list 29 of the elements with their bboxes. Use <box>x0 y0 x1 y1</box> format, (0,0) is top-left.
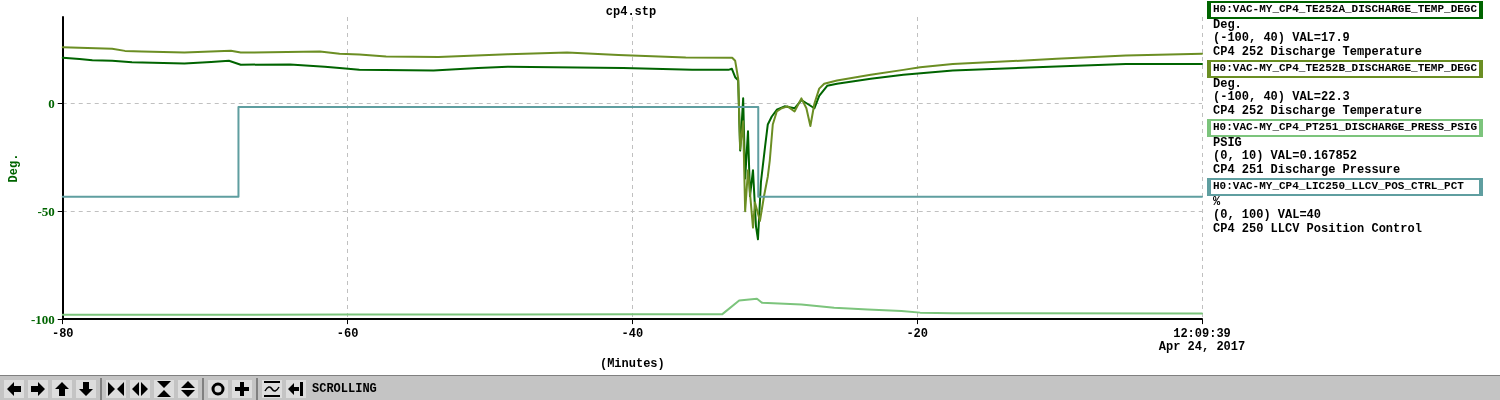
text: CP4 250 LLCV Position Control <box>1212 221 1423 236</box>
y-axis-title: Deg. <box>7 153 21 183</box>
text: Deg. <box>1212 76 1243 91</box>
series-label: H0:VAC-MY_CP4_LIC250_LLCV_POS_CTRL_PCT <box>1207 178 1483 196</box>
x-tick-label: -20 <box>906 326 928 341</box>
chart-title: cp4.stp <box>605 5 657 19</box>
x-tick-label: -60 <box>336 326 359 341</box>
text: (-100, 40) VAL=17.9 <box>1212 31 1351 46</box>
series-label: H0:VAC-MY_CP4_TE252B_DISCHARGE_TEMP_DEGC <box>1207 60 1483 78</box>
text: (0, 100) VAL=40 <box>1212 208 1323 223</box>
line-series <box>61 297 1203 316</box>
x-axis-title: (Minutes) <box>599 357 665 371</box>
text: (0, 10) VAL=0.167852 <box>1212 149 1359 164</box>
y-tick-label: -100 <box>30 311 55 327</box>
text: Deg. <box>1212 17 1243 32</box>
x-tick-label: -80 <box>51 326 74 341</box>
text: PSIG <box>1212 135 1243 150</box>
x-tick-label: -40 <box>621 326 644 341</box>
y-tick-label: 0 <box>48 95 55 111</box>
y-tick-label: -50 <box>37 203 55 219</box>
text: H0:VAC-MY_CP4_PT251_DISCHARGE_PRESS_PSIG <box>1207 119 1483 137</box>
x-tick-label: 12:09:39 Apr 24, 2017 <box>1158 326 1246 354</box>
text: (-100, 40) VAL=22.3 <box>1212 90 1351 105</box>
text: CP4 251 Discharge Pressure <box>1212 162 1402 177</box>
text: % <box>1212 194 1222 209</box>
text: SCROLLING <box>312 381 377 396</box>
text: H0:VAC-MY_CP4_TE252A_DISCHARGE_TEMP_DEGC <box>1207 1 1483 19</box>
text: CP4 252 Discharge Temperature <box>1212 103 1423 118</box>
text: CP4 252 Discharge Temperature <box>1212 44 1423 59</box>
